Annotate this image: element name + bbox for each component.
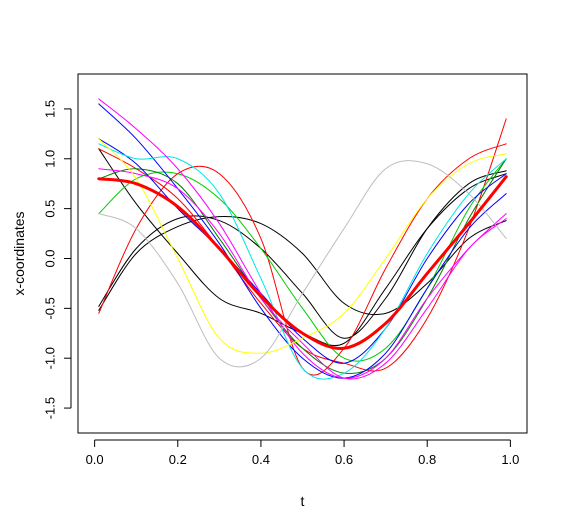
y-tick-label: -0.5	[43, 297, 58, 319]
y-axis-title: x-coordinates	[11, 211, 27, 295]
x-axis-title: t	[301, 493, 305, 509]
x-tick-label: 0.0	[86, 452, 104, 467]
y-tick-label: -1.5	[43, 397, 58, 419]
x-tick-label: 0.4	[252, 452, 270, 467]
x-tick-label: 0.6	[335, 452, 353, 467]
series-line-11	[98, 98, 507, 379]
series-line-12	[98, 168, 507, 380]
series-line-14	[98, 160, 507, 368]
y-tick-label: 0.0	[43, 249, 58, 267]
axes-layer: 0.0 0.2 0.4 0.6 0.8 1.0 -1.5 -1.0 -0.5 0.0 0.5 1.0 1…	[43, 100, 520, 467]
series-line-10	[98, 143, 507, 380]
y-tick-label: 1.0	[43, 150, 58, 168]
series-layer	[97, 98, 508, 380]
y-tick-label: -1.0	[43, 347, 58, 369]
mean-curve	[97, 175, 508, 350]
x-tick-label: 1.0	[501, 452, 519, 467]
plot-frame	[77, 73, 528, 434]
y-tick-label: 0.5	[43, 200, 58, 218]
y-tick-label: 1.5	[43, 100, 58, 118]
x-tick-label: 0.2	[169, 452, 187, 467]
series-line-5	[98, 118, 507, 372]
series-line-7	[98, 158, 507, 375]
series-line-9	[98, 103, 507, 379]
series-line-13	[98, 138, 507, 354]
x-tick-label: 0.8	[418, 452, 436, 467]
series-line-6	[98, 158, 507, 362]
